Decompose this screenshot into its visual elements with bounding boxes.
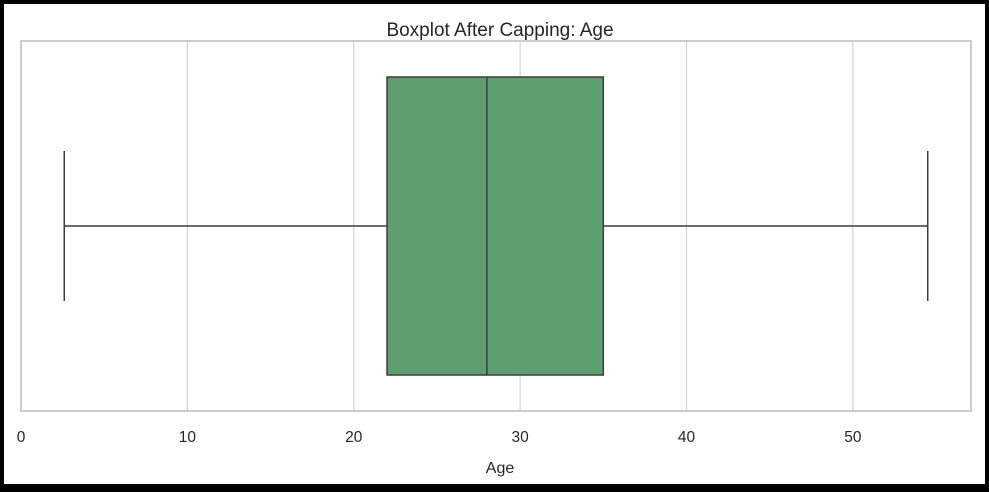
x-tick-label-20: 20 [345,429,363,446]
chart-title: Boxplot After Capping: Age [386,20,613,41]
iqr-box [386,76,605,376]
x-tick-label-50: 50 [844,429,862,446]
box-group [63,76,929,376]
x-tick-label-0: 0 [17,429,26,446]
figure: Boxplot After Capping: Age 0 10 20 30 40 50 A… [4,4,985,484]
x-tick-label-30: 30 [511,429,529,446]
x-tick-label-40: 40 [678,429,696,446]
x-tick-label-10: 10 [179,429,197,446]
x-axis-ticks: 0 10 20 30 40 50 [17,429,862,446]
plot-area [20,40,972,412]
x-axis-label: Age [486,460,515,477]
boxplot-chart: Boxplot After Capping: Age 0 10 20 30 40 50 A… [17,20,972,477]
